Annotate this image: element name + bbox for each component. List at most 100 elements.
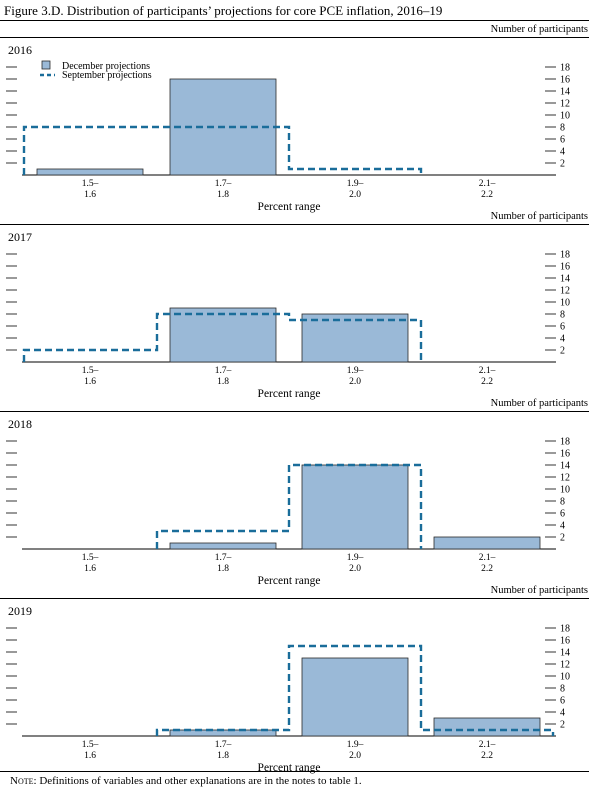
y-tick-label: 14 xyxy=(560,87,570,98)
y-tick-label: 8 xyxy=(560,123,565,134)
y-tick-label: 2 xyxy=(560,720,565,731)
y-tick-label: 14 xyxy=(560,461,570,472)
x-axis-label: Percent range xyxy=(258,388,321,400)
y-tick-label: 4 xyxy=(560,521,565,532)
y-tick-label: 10 xyxy=(560,485,570,496)
september-step-line xyxy=(22,125,423,175)
y-tick-label: 18 xyxy=(560,437,570,448)
panel-year-title: 2019 xyxy=(8,604,32,618)
x-tick-label-top: 1.9– xyxy=(347,366,364,376)
y-tick-label: 14 xyxy=(560,648,570,659)
y-axis-title: Number of participants xyxy=(491,211,588,222)
x-tick-label-top: 1.9– xyxy=(347,553,364,563)
y-tick-label: 4 xyxy=(560,708,565,719)
panel-year-title: 2016 xyxy=(8,43,32,57)
footnote-label: Note: xyxy=(10,775,37,787)
x-tick-label-top: 2.1– xyxy=(479,179,496,189)
x-tick-label-bottom: 2.0 xyxy=(349,751,361,761)
y-tick-label: 10 xyxy=(560,111,570,122)
panel-year-title: 2018 xyxy=(8,417,32,431)
x-axis-label: Percent range xyxy=(258,575,321,587)
x-tick-label-bottom: 2.2 xyxy=(481,377,493,387)
y-tick-label: 6 xyxy=(560,135,565,146)
x-tick-label-top: 1.9– xyxy=(347,179,364,189)
y-tick-label: 8 xyxy=(560,684,565,695)
december-bar xyxy=(301,313,409,363)
y-tick-label: 12 xyxy=(560,473,570,484)
x-tick-label-bottom: 2.2 xyxy=(481,190,493,200)
x-axis-label: Percent range xyxy=(258,201,321,213)
x-tick-label-bottom: 1.8 xyxy=(217,564,229,574)
y-tick-label: 16 xyxy=(560,636,570,647)
y-axis-title: Number of participants xyxy=(491,585,588,596)
x-tick-label-top: 1.5– xyxy=(82,740,99,750)
y-tick-label: 8 xyxy=(560,497,565,508)
panel-year-title: 2017 xyxy=(8,230,32,244)
title-rule xyxy=(0,20,589,21)
y-tick-label: 2 xyxy=(560,159,565,170)
x-tick-label-top: 1.7– xyxy=(215,366,232,376)
september-step-line xyxy=(155,644,555,736)
y-tick-label: 2 xyxy=(560,533,565,544)
x-tick-label-top: 1.5– xyxy=(82,179,99,189)
x-tick-label-top: 2.1– xyxy=(479,553,496,563)
y-tick-label: 4 xyxy=(560,334,565,345)
x-tick-label-bottom: 1.8 xyxy=(217,190,229,200)
y-tick-label: 6 xyxy=(560,696,565,707)
x-tick-label-top: 2.1– xyxy=(479,740,496,750)
x-tick-label-bottom: 2.0 xyxy=(349,564,361,574)
september-step-line xyxy=(155,463,423,549)
x-tick-label-bottom: 1.8 xyxy=(217,751,229,761)
december-bar xyxy=(433,717,541,737)
x-tick-label-bottom: 2.2 xyxy=(481,751,493,761)
chart-panel-2019: Number of participants 2019 24681012141618… xyxy=(0,585,589,774)
y-tick-label: 4 xyxy=(560,147,565,158)
chart-panel-2018: Number of participants 2018 24681012141618… xyxy=(0,398,589,587)
y-tick-label: 16 xyxy=(560,449,570,460)
x-tick-label-bottom: 1.8 xyxy=(217,377,229,387)
y-axis-title: Number of participants xyxy=(491,398,588,409)
y-tick-label: 10 xyxy=(560,672,570,683)
x-tick-label-top: 2.1– xyxy=(479,366,496,376)
footnote-text: Definitions of variables and other expla… xyxy=(36,775,362,787)
september-step-line xyxy=(22,312,423,362)
x-tick-label-bottom: 2.2 xyxy=(481,564,493,574)
december-bar xyxy=(169,307,277,363)
legend-december-label: December projections xyxy=(62,61,150,72)
y-tick-label: 10 xyxy=(560,298,570,309)
y-axis-title: Number of participants xyxy=(491,24,588,35)
december-bar xyxy=(169,542,277,550)
x-tick-label-top: 1.5– xyxy=(82,366,99,376)
x-axis-label: Percent range xyxy=(258,762,321,774)
december-bar xyxy=(36,168,144,176)
chart-panel-2017: Number of participants 2017 24681012141618… xyxy=(0,211,589,400)
x-tick-label-bottom: 2.0 xyxy=(349,190,361,200)
footnote-rule xyxy=(0,771,589,772)
x-tick-label-top: 1.9– xyxy=(347,740,364,750)
y-tick-label: 6 xyxy=(560,509,565,520)
y-tick-label: 14 xyxy=(560,274,570,285)
chart-panel-2016: Number of participants 2016 24681012141618… xyxy=(0,24,589,213)
x-tick-label-top: 1.7– xyxy=(215,740,232,750)
footnote: Note: Definitions of variables and other… xyxy=(10,775,362,787)
x-tick-label-bottom: 2.0 xyxy=(349,377,361,387)
y-tick-label: 16 xyxy=(560,262,570,273)
x-tick-label-bottom: 1.6 xyxy=(84,751,96,761)
y-tick-label: 2 xyxy=(560,346,565,357)
y-tick-label: 8 xyxy=(560,310,565,321)
x-tick-label-bottom: 1.6 xyxy=(84,190,96,200)
y-tick-label: 12 xyxy=(560,660,570,671)
y-tick-label: 6 xyxy=(560,322,565,333)
y-tick-label: 18 xyxy=(560,63,570,74)
y-tick-label: 16 xyxy=(560,75,570,86)
x-tick-label-top: 1.7– xyxy=(215,179,232,189)
y-tick-label: 18 xyxy=(560,250,570,261)
december-bar xyxy=(301,657,409,737)
x-tick-label-bottom: 1.6 xyxy=(84,377,96,387)
december-bar xyxy=(301,464,409,550)
y-tick-label: 12 xyxy=(560,286,570,297)
figure-title: Figure 3.D. Distribution of participants… xyxy=(4,3,443,18)
legend-september-label: September projections xyxy=(62,70,152,81)
y-tick-label: 18 xyxy=(560,624,570,635)
